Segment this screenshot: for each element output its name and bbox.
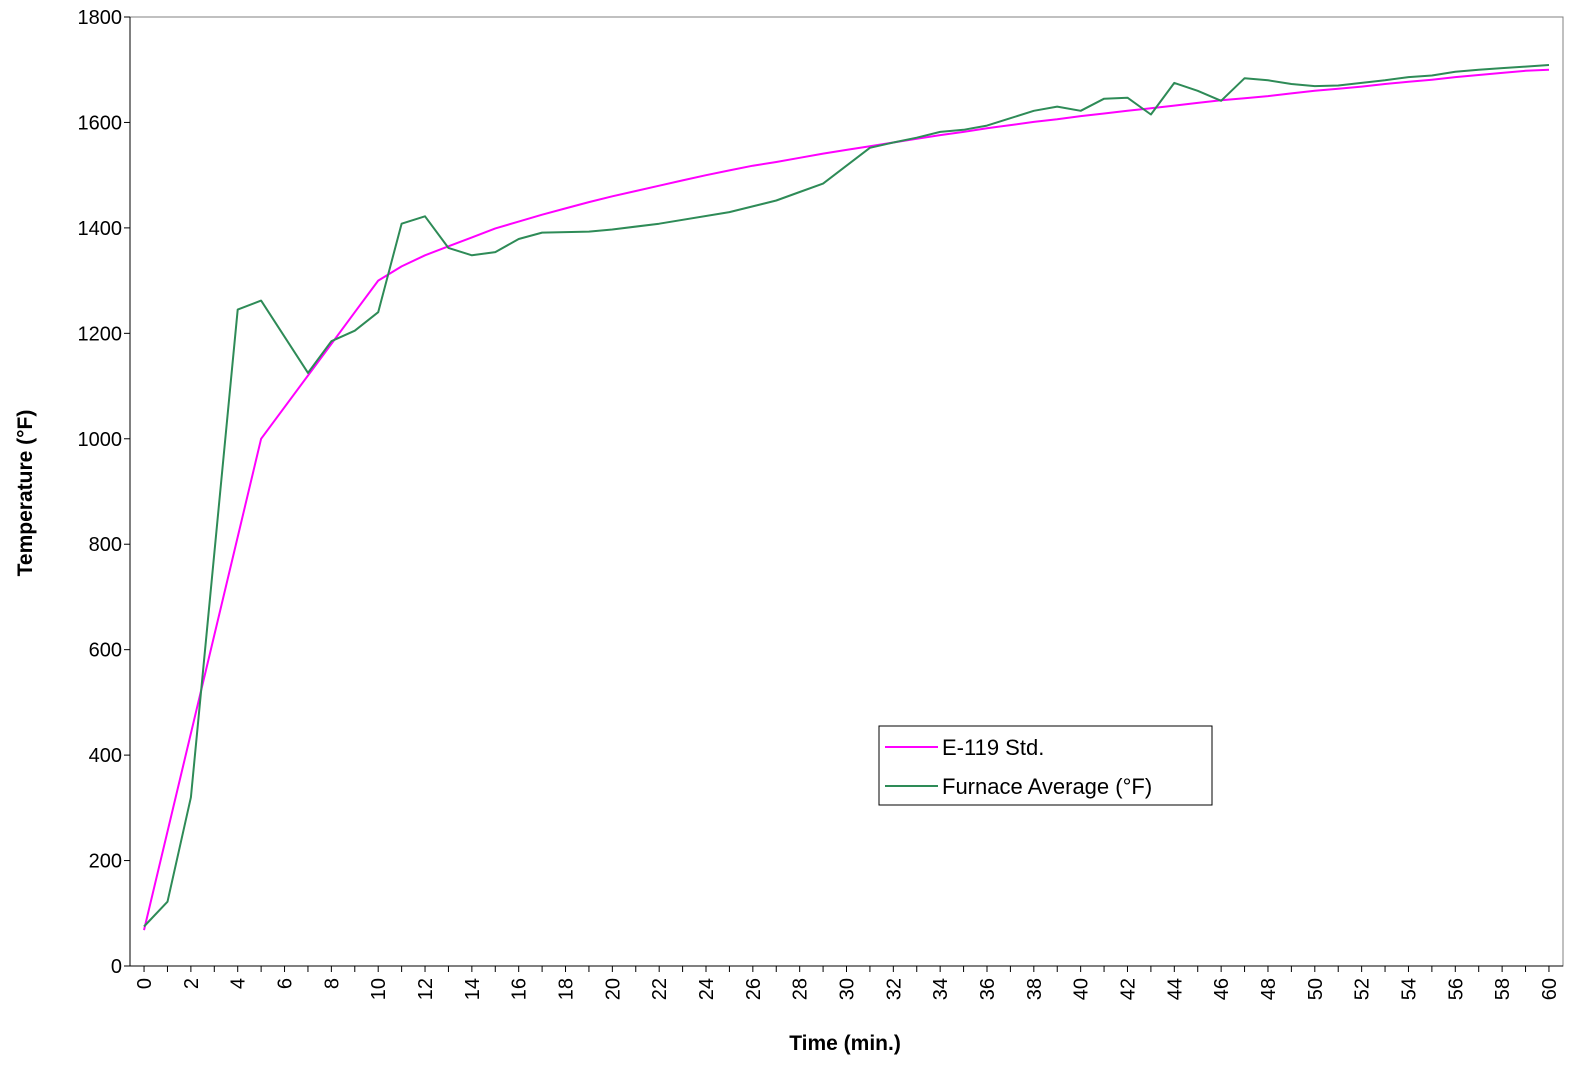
y-axis-ticks: 0 200 400 600 800 1000 1200 1400 1600 1800 bbox=[78, 7, 130, 978]
x-tick-label: 20 bbox=[602, 978, 624, 1000]
x-tick-label: 6 bbox=[275, 978, 297, 989]
x-axis-ticks: 0 2 4 6 8 10 12 14 16 18 20 22 24 26 28 30 32 34 36 38 40 42 4… bbox=[134, 966, 1561, 1000]
axes bbox=[129, 16, 1564, 967]
x-tick-label: 0 bbox=[134, 978, 156, 989]
x-tick-label: 18 bbox=[556, 978, 578, 1000]
x-tick-label: 10 bbox=[368, 978, 390, 1000]
x-tick-label: 26 bbox=[743, 978, 765, 1000]
y-tick-label: 1400 bbox=[78, 218, 123, 240]
y-tick-label: 800 bbox=[89, 534, 122, 556]
y-axis-title: Temperature (°F) bbox=[14, 410, 37, 577]
x-tick-label: 30 bbox=[837, 978, 859, 1000]
y-tick-label: 600 bbox=[89, 640, 122, 662]
x-tick-label: 36 bbox=[977, 978, 999, 1000]
series-line-0 bbox=[143, 68, 1550, 931]
x-tick-label: 50 bbox=[1305, 978, 1327, 1000]
x-tick-label: 12 bbox=[415, 978, 437, 1000]
legend-box bbox=[878, 725, 1213, 806]
y-tick-label: 1200 bbox=[78, 323, 123, 345]
x-tick-label: 2 bbox=[181, 978, 203, 989]
plot-area bbox=[129, 16, 1564, 967]
x-tick-label: 58 bbox=[1492, 978, 1514, 1000]
y-tick-label: 200 bbox=[89, 851, 122, 873]
legend-label-furnace-average: Furnace Average (°F) bbox=[942, 774, 1152, 799]
x-tick-label: 42 bbox=[1117, 978, 1139, 1000]
x-tick-label: 24 bbox=[696, 978, 718, 1000]
y-tick-label: 1600 bbox=[78, 112, 123, 134]
x-tick-label: 48 bbox=[1258, 978, 1280, 1000]
x-axis-title: Time (min.) bbox=[789, 1032, 901, 1055]
x-tick-label: 54 bbox=[1398, 978, 1420, 1000]
series-line-1 bbox=[143, 64, 1550, 928]
y-tick-label: 1800 bbox=[78, 7, 123, 29]
x-tick-label: 14 bbox=[462, 978, 484, 1000]
y-tick-label: 400 bbox=[89, 745, 122, 767]
x-tick-label: 38 bbox=[1024, 978, 1046, 1000]
x-tick-label: 46 bbox=[1211, 978, 1233, 1000]
x-tick-label: 40 bbox=[1071, 978, 1093, 1000]
x-tick-label: 44 bbox=[1164, 978, 1186, 1000]
series-group bbox=[143, 64, 1550, 931]
legend-label-e119: E-119 Std. bbox=[942, 735, 1044, 760]
x-tick-label: 8 bbox=[321, 978, 343, 989]
x-tick-label: 16 bbox=[509, 978, 531, 1000]
y-tick-label: 0 bbox=[111, 956, 122, 978]
x-tick-label: 34 bbox=[930, 978, 952, 1000]
x-tick-label: 52 bbox=[1352, 978, 1374, 1000]
legend: E-119 Std. Furnace Average (°F) bbox=[878, 725, 1213, 806]
x-tick-label: 32 bbox=[883, 978, 905, 1000]
x-tick-label: 60 bbox=[1539, 978, 1561, 1000]
x-tick-label: 56 bbox=[1445, 978, 1467, 1000]
x-tick-label: 22 bbox=[649, 978, 671, 1000]
x-tick-label: 28 bbox=[790, 978, 812, 1000]
x-tick-label: 4 bbox=[228, 978, 250, 989]
y-tick-label: 1000 bbox=[78, 429, 123, 451]
